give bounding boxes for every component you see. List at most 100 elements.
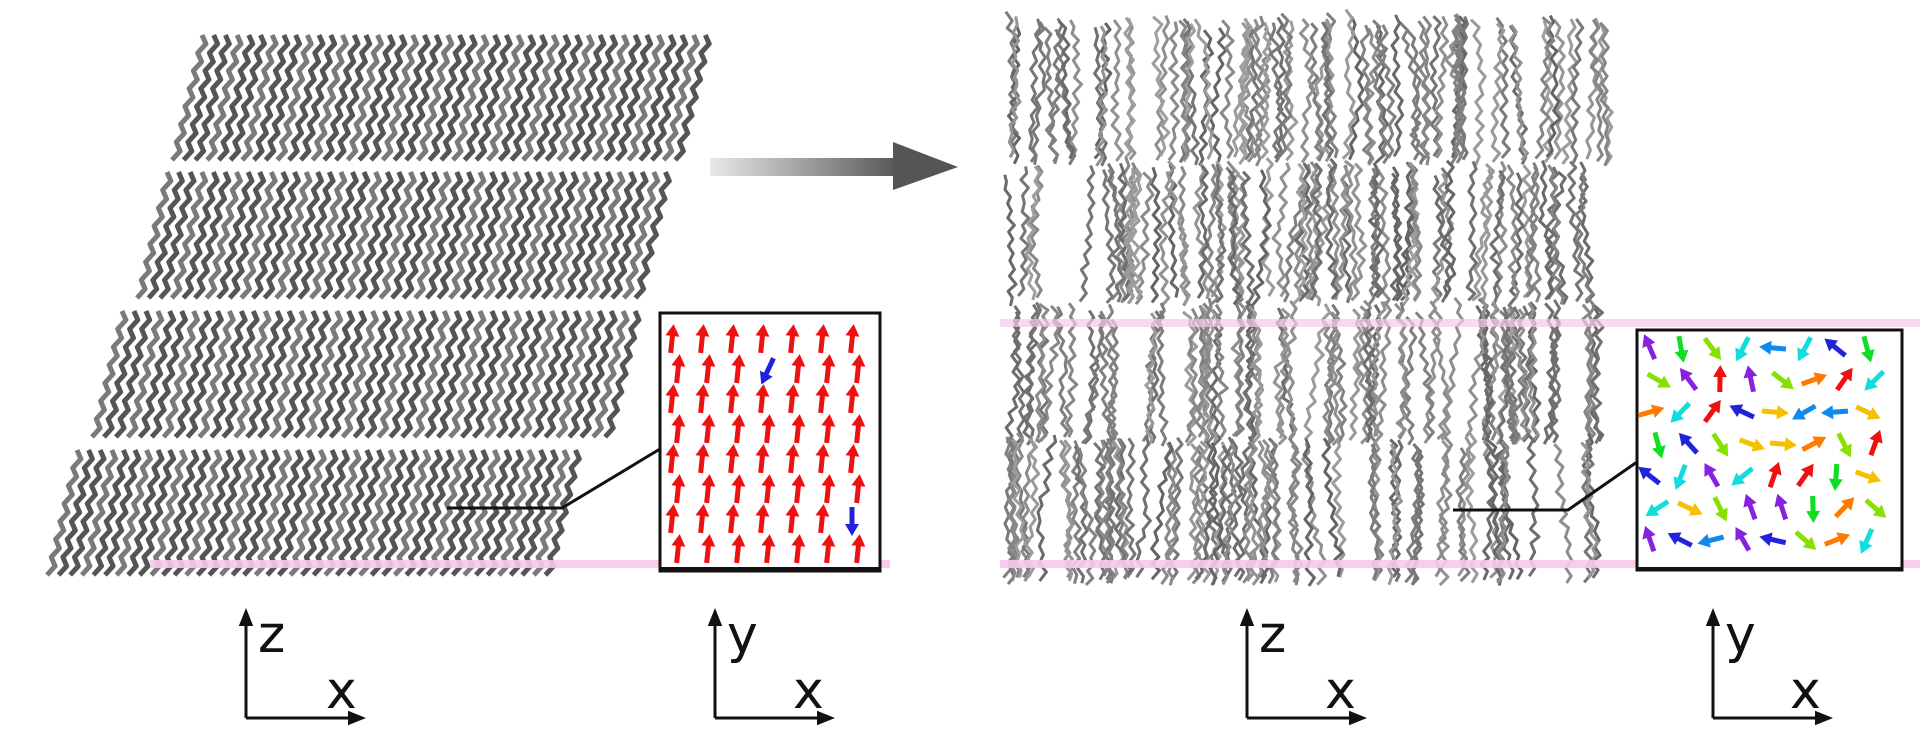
dipole-arrow: [1824, 338, 1847, 358]
polymer-chain: [436, 171, 475, 300]
polymer-chain: [1452, 13, 1465, 164]
polymer-chain: [1178, 19, 1192, 161]
polymer-chain: [146, 171, 185, 300]
polymer-chain: [579, 310, 618, 439]
dipole-arrow: [1761, 405, 1789, 420]
dipole-arrow: [815, 384, 830, 414]
dipole-arrow: [695, 444, 710, 474]
polymer-chain: [497, 448, 536, 577]
polymer-chain: [1080, 313, 1107, 445]
polymer-chain: [1134, 171, 1155, 306]
highlight-band-top-right: [1000, 319, 1920, 327]
dipole-arrow: [1823, 532, 1851, 547]
polymer-chain: [1151, 15, 1171, 157]
polymer-chain: [1093, 441, 1107, 581]
lamella-layer: [90, 310, 642, 439]
lamella-layer: [1002, 432, 1602, 587]
polymer-chain: [1245, 440, 1272, 582]
polymer-chain: [137, 310, 177, 439]
polymer-chain: [1193, 18, 1214, 160]
dipole-arrow: [725, 384, 740, 414]
polymer-chain: [1158, 171, 1173, 307]
polymer-chain: [621, 171, 661, 300]
polymer-chain: [1497, 306, 1512, 445]
polymer-chain: [304, 310, 344, 439]
polymer-chain: [495, 310, 534, 439]
polymer-chain: [486, 33, 525, 162]
dipole-arrow: [815, 324, 830, 354]
dipole-arrow: [1821, 405, 1849, 420]
polymer-chain: [90, 310, 129, 439]
ordered-dipole-arrows: [665, 324, 866, 564]
polymer-chain: [1348, 16, 1365, 161]
dipole-arrow: [731, 414, 746, 444]
polymer-chain: [575, 171, 614, 300]
polymer-chain: [1198, 29, 1215, 167]
polymer-chain: [1282, 175, 1307, 303]
polymer-chain: [228, 33, 267, 162]
polymer-chain: [1534, 16, 1556, 160]
polymer-chain: [462, 449, 501, 577]
dipole-arrow: [665, 324, 680, 354]
polymer-chain: [269, 310, 308, 439]
highlight-bands: [150, 319, 1920, 568]
dipole-arrow: [695, 384, 710, 414]
polymer-chain: [460, 310, 499, 439]
polymer-chain: [1023, 437, 1041, 578]
dipole-arrow: [665, 384, 680, 414]
polymer-chain: [181, 171, 220, 300]
dipole-arrow: [755, 324, 770, 354]
polymer-chain: [114, 310, 153, 439]
polymer-chain: [1268, 22, 1284, 163]
dipole-arrow: [1806, 495, 1821, 523]
dipole-arrow: [1835, 367, 1853, 392]
polymer-chain: [543, 448, 582, 577]
polymer-chain: [439, 33, 478, 162]
lamella-layer: [1004, 8, 1614, 167]
polymer-chain: [1007, 25, 1022, 165]
polymer-chain: [1196, 165, 1210, 299]
dipole-arrow: [1704, 463, 1721, 488]
dipole-arrow: [1801, 436, 1827, 452]
disordered-dipole-arrows: [1637, 334, 1887, 554]
polymer-chain: [1577, 161, 1595, 304]
dipole-arrow: [701, 534, 716, 564]
dipole-arrow: [1833, 497, 1855, 519]
dipole-arrow: [821, 414, 836, 444]
ordered-inset: [658, 311, 882, 573]
polymer-chain: [1156, 310, 1169, 447]
polymer-chain: [626, 34, 665, 162]
dipole-arrow: [821, 534, 836, 564]
dipole-arrow: [1712, 496, 1728, 522]
polymer-chain: [1292, 162, 1309, 306]
dipole-arrow: [1637, 404, 1665, 418]
dipole-arrow: [791, 414, 806, 444]
polymer-chain: [1260, 21, 1272, 160]
polymer-chain: [1267, 439, 1281, 585]
polymer-chain: [230, 449, 269, 577]
polymer-chain: [380, 34, 419, 162]
dipole-arrow: [1674, 335, 1689, 363]
polymer-chain: [450, 449, 489, 577]
polymer-chain: [485, 449, 524, 577]
polymer-chain: [1430, 172, 1454, 306]
polymer-chain: [1169, 436, 1184, 582]
dipole-arrow: [1864, 369, 1886, 391]
polymer-chain: [591, 34, 630, 162]
dipole-arrow: [1642, 525, 1657, 553]
polymer-chain: [1308, 22, 1324, 162]
polymer-chain: [424, 171, 464, 300]
polymer-chain: [474, 33, 513, 162]
polymer-chain: [483, 310, 523, 439]
polymer-chain: [219, 449, 258, 577]
polymer-chain: [158, 171, 197, 300]
polymer-chain: [638, 34, 677, 162]
polymer-chain: [251, 171, 290, 300]
polymer-chain: [242, 448, 281, 577]
polymer-chain: [591, 310, 630, 439]
polymer-chain: [1495, 16, 1511, 159]
polymer-chain: [1027, 164, 1044, 299]
dipole-arrow: [815, 504, 830, 534]
polymer-chain: [1410, 443, 1425, 584]
polymer-chain: [1252, 15, 1265, 159]
